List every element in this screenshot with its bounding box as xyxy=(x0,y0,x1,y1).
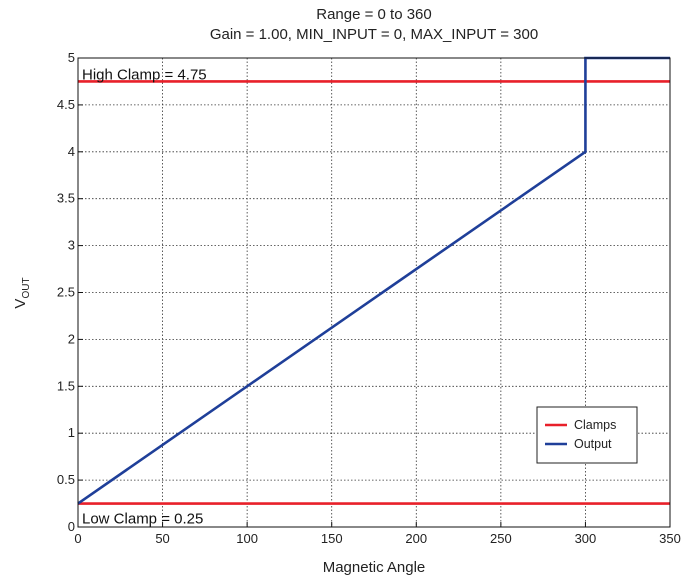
y-tick-label: 0.5 xyxy=(57,472,75,487)
x-tick-label: 0 xyxy=(74,531,81,546)
legend-box xyxy=(536,406,638,464)
y-axis-label: VOUT xyxy=(12,277,32,308)
x-tick-label: 150 xyxy=(321,531,343,546)
y-axis-label-main: V xyxy=(12,299,29,309)
chart-title: Range = 0 to 360 xyxy=(316,6,432,23)
y-tick-label: 1.5 xyxy=(57,378,75,393)
annotations: High Clamp = 4.75 Low Clamp = 0.25 xyxy=(82,66,207,527)
high-clamp-annotation: High Clamp = 4.75 xyxy=(82,66,207,83)
y-tick-label: 2.5 xyxy=(57,285,75,300)
y-tick-label: 5 xyxy=(68,50,75,65)
legend-label-output: Output xyxy=(574,437,612,451)
chart-subtitle: Gain = 1.00, MIN_INPUT = 0, MAX_INPUT = … xyxy=(210,26,538,43)
y-tick-label: 4.5 xyxy=(57,97,75,112)
legend-label-clamps: Clamps xyxy=(574,418,616,432)
x-tick-label: 350 xyxy=(659,531,681,546)
y-tick-label: 4 xyxy=(68,144,75,159)
x-tick-label: 50 xyxy=(155,531,169,546)
x-tick-label: 250 xyxy=(490,531,512,546)
x-tick-label: 100 xyxy=(236,531,258,546)
y-tick-label: 3 xyxy=(68,238,75,253)
low-clamp-annotation: Low Clamp = 0.25 xyxy=(82,511,203,528)
x-axis-label: Magnetic Angle xyxy=(323,559,426,576)
y-tick-label: 0 xyxy=(68,519,75,534)
grid xyxy=(78,58,670,527)
axis-ticks: 0 50 100 150 200 250 300 350 0 0.5 1 1.5 2 2.5 3 3.5 4 4.… xyxy=(57,50,681,546)
y-axis-label-subscript: OUT xyxy=(21,277,32,298)
legend: Clamps Output xyxy=(536,406,638,464)
x-tick-label: 300 xyxy=(575,531,597,546)
x-tick-label: 200 xyxy=(405,531,427,546)
y-tick-label: 1 xyxy=(68,425,75,440)
y-tick-label: 2 xyxy=(68,331,75,346)
y-tick-label: 3.5 xyxy=(57,191,75,206)
